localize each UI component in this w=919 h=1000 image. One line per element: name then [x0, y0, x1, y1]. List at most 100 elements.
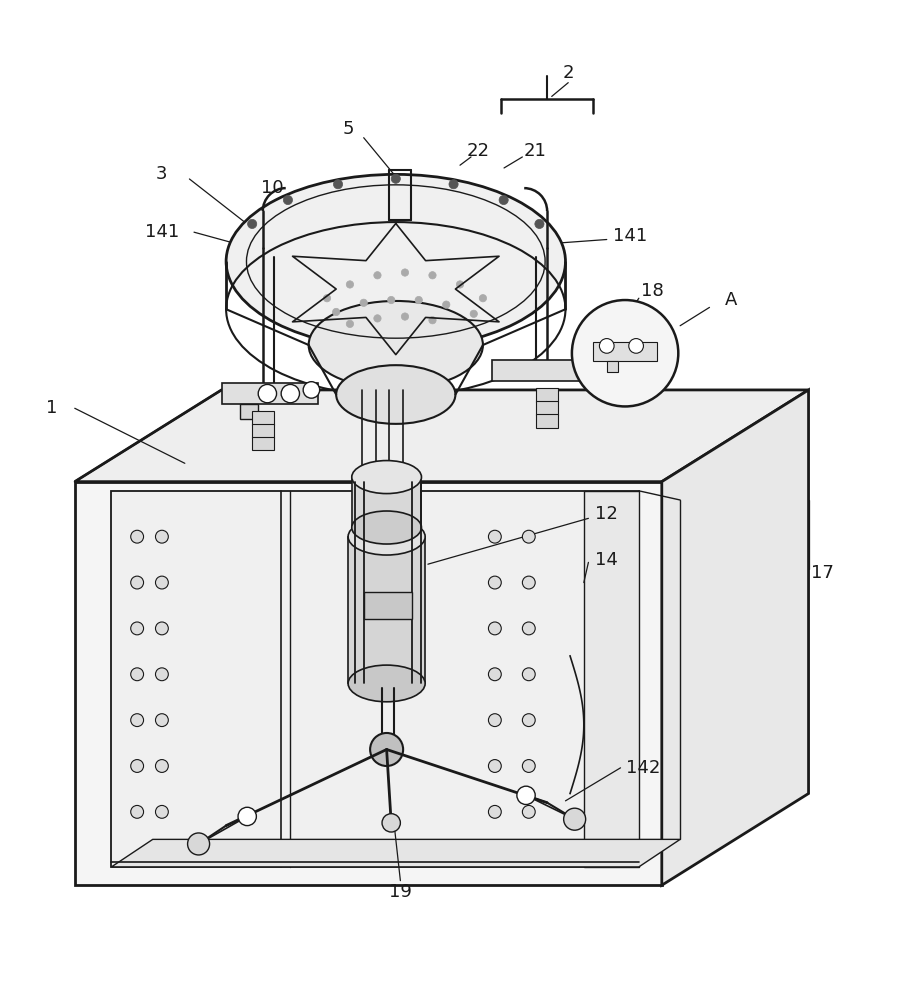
- Text: 21: 21: [523, 142, 546, 160]
- Polygon shape: [536, 401, 558, 415]
- Text: 18: 18: [641, 282, 664, 300]
- Polygon shape: [661, 390, 808, 885]
- Circle shape: [488, 576, 501, 589]
- Ellipse shape: [335, 365, 455, 424]
- Circle shape: [401, 269, 408, 276]
- Circle shape: [522, 622, 535, 635]
- Circle shape: [155, 530, 168, 543]
- Text: A: A: [723, 291, 736, 309]
- Circle shape: [130, 805, 143, 818]
- Text: 142: 142: [626, 759, 660, 777]
- Circle shape: [442, 301, 449, 308]
- Text: 12: 12: [595, 505, 618, 523]
- Text: 3: 3: [156, 165, 167, 183]
- Text: 2: 2: [562, 64, 573, 82]
- Circle shape: [283, 195, 292, 205]
- Polygon shape: [584, 491, 638, 867]
- Circle shape: [522, 668, 535, 681]
- Circle shape: [488, 668, 501, 681]
- Circle shape: [303, 382, 319, 398]
- Circle shape: [373, 315, 380, 322]
- Text: 10: 10: [260, 179, 283, 197]
- Ellipse shape: [308, 301, 482, 389]
- Polygon shape: [252, 437, 274, 450]
- Polygon shape: [363, 592, 412, 619]
- Circle shape: [522, 805, 535, 818]
- Polygon shape: [492, 360, 588, 381]
- Polygon shape: [74, 482, 661, 885]
- Circle shape: [488, 622, 501, 635]
- Circle shape: [187, 833, 210, 855]
- Circle shape: [238, 807, 256, 826]
- Circle shape: [448, 180, 458, 189]
- Circle shape: [155, 760, 168, 772]
- Circle shape: [628, 339, 642, 353]
- Circle shape: [155, 805, 168, 818]
- Circle shape: [130, 576, 143, 589]
- Circle shape: [470, 310, 477, 317]
- Polygon shape: [240, 404, 258, 419]
- Circle shape: [391, 174, 400, 183]
- Circle shape: [359, 299, 367, 306]
- Circle shape: [247, 219, 256, 229]
- Circle shape: [563, 808, 585, 830]
- Circle shape: [130, 668, 143, 681]
- Circle shape: [414, 296, 422, 304]
- Circle shape: [381, 814, 400, 832]
- Circle shape: [428, 272, 436, 279]
- Circle shape: [155, 622, 168, 635]
- Circle shape: [281, 384, 300, 403]
- Circle shape: [488, 714, 501, 727]
- Circle shape: [155, 668, 168, 681]
- Ellipse shape: [226, 174, 565, 349]
- Circle shape: [373, 272, 380, 279]
- Ellipse shape: [347, 665, 425, 702]
- Circle shape: [498, 195, 507, 205]
- Polygon shape: [536, 388, 558, 402]
- Circle shape: [428, 317, 436, 324]
- Text: 141: 141: [612, 227, 646, 245]
- Circle shape: [522, 576, 535, 589]
- Circle shape: [130, 760, 143, 772]
- Polygon shape: [252, 424, 274, 438]
- Polygon shape: [536, 414, 558, 428]
- Polygon shape: [351, 477, 421, 528]
- Circle shape: [522, 714, 535, 727]
- Circle shape: [130, 622, 143, 635]
- Circle shape: [534, 219, 543, 229]
- Circle shape: [258, 384, 277, 403]
- Circle shape: [516, 786, 535, 805]
- Text: 17: 17: [810, 564, 833, 582]
- Polygon shape: [221, 383, 317, 404]
- Circle shape: [369, 733, 403, 766]
- Text: 14: 14: [595, 551, 618, 569]
- Ellipse shape: [351, 461, 421, 494]
- Circle shape: [479, 295, 486, 302]
- Circle shape: [323, 295, 330, 302]
- Circle shape: [332, 308, 339, 316]
- Circle shape: [488, 805, 501, 818]
- Polygon shape: [593, 342, 656, 361]
- Circle shape: [522, 530, 535, 543]
- Circle shape: [130, 714, 143, 727]
- Circle shape: [333, 180, 342, 189]
- Circle shape: [346, 320, 353, 328]
- Text: 141: 141: [144, 223, 179, 241]
- Polygon shape: [74, 390, 808, 482]
- Text: 19: 19: [389, 883, 412, 901]
- Polygon shape: [347, 537, 425, 683]
- Circle shape: [155, 714, 168, 727]
- Circle shape: [387, 296, 394, 304]
- Circle shape: [488, 760, 501, 772]
- Circle shape: [522, 760, 535, 772]
- Polygon shape: [111, 839, 679, 867]
- Circle shape: [456, 281, 463, 288]
- Ellipse shape: [347, 518, 425, 555]
- Circle shape: [599, 339, 613, 353]
- Polygon shape: [607, 361, 617, 372]
- Circle shape: [488, 530, 501, 543]
- Polygon shape: [252, 411, 274, 425]
- Circle shape: [572, 300, 677, 406]
- Polygon shape: [111, 491, 638, 867]
- Text: 5: 5: [342, 120, 354, 138]
